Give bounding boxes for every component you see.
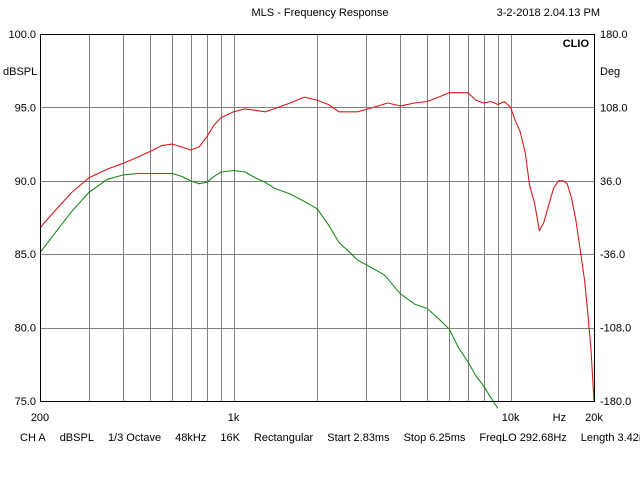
status-item: 1/3 Octave — [107, 432, 162, 444]
y-right-tick-label: -180.0 — [600, 396, 631, 408]
y-right-tick-label: 180.0 — [600, 29, 628, 41]
y-right-tick-label: 36.0 — [600, 176, 621, 188]
status-item: Length 3.42ms — [580, 432, 640, 444]
y-right-unit-label: Deg — [600, 66, 620, 78]
x-tick-label: 1k — [228, 412, 240, 424]
plot-frame — [40, 34, 595, 402]
series-line-1 — [39, 92, 595, 402]
status-item: FreqLO 292.68Hz — [479, 432, 567, 444]
grid-layer — [40, 34, 594, 402]
y-left-unit-label: dBSPL — [3, 66, 37, 78]
x-tick-label: 200 — [31, 412, 49, 424]
y-left-tick-label: 75.0 — [15, 396, 36, 408]
status-bar: CH A dBSPL 1/3 Octave 48kHz 16K Rectangular St… — [20, 432, 640, 444]
status-item: 16K — [220, 432, 240, 444]
status-item: Start 2.83ms — [327, 432, 390, 444]
axis-label-layer: 100.0 95.0 90.0 85.0 80.0 75.0 180.0 108.0 36.0 -… — [3, 29, 631, 424]
y-right-tick-label: -108.0 — [600, 323, 631, 335]
y-left-tick-label: 95.0 — [15, 102, 36, 114]
x-tick-label: 10k — [502, 412, 520, 424]
series-line-2 — [39, 169, 499, 409]
status-item: 48kHz — [175, 432, 207, 444]
status-item: Stop 6.25ms — [403, 432, 466, 444]
y-left-tick-label: 85.0 — [15, 249, 36, 261]
clio-brand-label: CLIO — [563, 38, 590, 50]
y-left-tick-label: 80.0 — [15, 323, 36, 335]
x-unit-label: Hz — [553, 412, 566, 424]
status-item: dBSPL — [59, 432, 94, 444]
status-item: Rectangular — [253, 432, 314, 444]
timestamp: 3-2-2018 2.04.13 PM — [496, 7, 600, 19]
y-right-tick-label: 108.0 — [600, 102, 628, 114]
y-left-tick-label: 90.0 — [15, 176, 36, 188]
series-layer — [39, 92, 595, 409]
chart-title: MLS - Frequency Response — [251, 7, 389, 19]
status-item: CH A — [20, 432, 46, 444]
y-left-tick-label: 100.0 — [8, 29, 36, 41]
y-right-tick-label: -36.0 — [600, 249, 625, 261]
x-tick-label: 20k — [585, 412, 603, 424]
